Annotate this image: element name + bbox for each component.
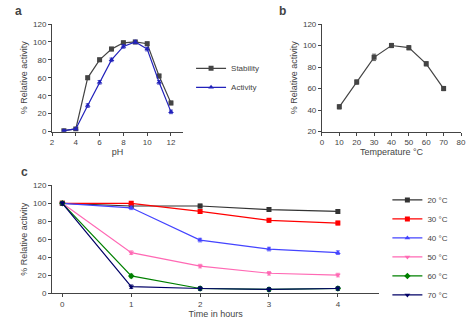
svg-text:40: 40	[37, 253, 46, 262]
svg-text:60: 60	[422, 138, 431, 147]
svg-text:60: 60	[307, 84, 316, 93]
svg-text:60 °C: 60 °C	[427, 272, 447, 281]
svg-text:0: 0	[320, 138, 325, 147]
svg-text:4: 4	[336, 300, 341, 309]
svg-text:30: 30	[370, 138, 379, 147]
svg-text:20: 20	[307, 127, 316, 136]
svg-text:Stability: Stability	[231, 64, 259, 73]
svg-text:a: a	[15, 4, 22, 18]
svg-text:pH: pH	[112, 147, 124, 157]
svg-text:% Relative activity: % Relative activity	[289, 41, 299, 115]
svg-text:60: 60	[37, 74, 46, 83]
svg-text:50: 50	[404, 138, 413, 147]
svg-text:20: 20	[37, 109, 46, 118]
svg-text:120: 120	[303, 20, 317, 29]
svg-text:120: 120	[33, 181, 47, 190]
svg-text:80: 80	[307, 63, 316, 72]
svg-text:Activity: Activity	[231, 83, 256, 92]
svg-text:100: 100	[33, 199, 47, 208]
svg-text:6: 6	[97, 138, 102, 147]
svg-text:40: 40	[387, 138, 396, 147]
svg-text:2: 2	[50, 138, 55, 147]
svg-text:80: 80	[37, 217, 46, 226]
svg-text:40: 40	[37, 92, 46, 101]
svg-text:30 °C: 30 °C	[427, 215, 447, 224]
svg-text:10: 10	[335, 138, 344, 147]
svg-text:50 °C: 50 °C	[427, 253, 447, 262]
svg-text:20: 20	[37, 271, 46, 280]
svg-text:80: 80	[37, 56, 46, 65]
svg-text:12: 12	[167, 138, 176, 147]
svg-text:8: 8	[121, 138, 126, 147]
svg-text:40: 40	[307, 106, 316, 115]
svg-text:0: 0	[42, 127, 47, 136]
svg-text:100: 100	[33, 38, 47, 47]
svg-text:3: 3	[267, 300, 272, 309]
svg-text:20: 20	[352, 138, 361, 147]
svg-text:Temperature °C: Temperature °C	[360, 147, 424, 157]
svg-text:0: 0	[60, 300, 65, 309]
svg-text:4: 4	[74, 138, 79, 147]
svg-text:c: c	[21, 165, 28, 179]
svg-text:100: 100	[303, 41, 317, 50]
svg-text:80: 80	[457, 138, 466, 147]
svg-text:1: 1	[129, 300, 134, 309]
svg-text:40 °C: 40 °C	[427, 234, 447, 243]
svg-text:10: 10	[143, 138, 152, 147]
svg-text:70 °C: 70 °C	[427, 291, 447, 300]
svg-text:20 °C: 20 °C	[427, 196, 447, 205]
svg-text:0: 0	[42, 289, 47, 298]
svg-text:60: 60	[37, 235, 46, 244]
svg-text:b: b	[279, 4, 286, 18]
svg-text:Time in hours: Time in hours	[189, 309, 244, 319]
svg-text:120: 120	[33, 20, 47, 29]
svg-text:70: 70	[439, 138, 448, 147]
svg-text:% Relative activity: % Relative activity	[19, 202, 29, 276]
svg-text:2: 2	[198, 300, 203, 309]
svg-text:% Relative activity: % Relative activity	[19, 41, 29, 115]
